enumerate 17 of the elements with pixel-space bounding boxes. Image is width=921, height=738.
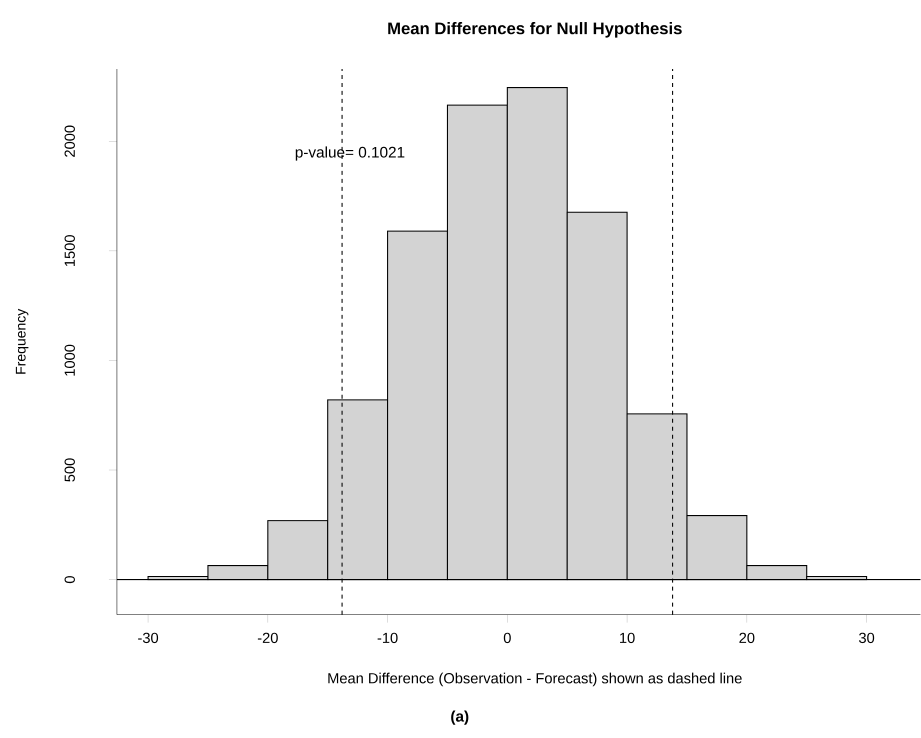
y-tick-label: 1000 <box>64 344 75 376</box>
y-tick-label: 2000 <box>64 126 75 158</box>
x-axis-title: Mean Difference (Observation - Forecast) shown as dashed line <box>328 672 742 687</box>
y-tick-label: 1500 <box>64 235 75 266</box>
x-tick-label: 20 <box>739 632 754 644</box>
chart-title: Mean Differences for Null Hypothesis <box>388 22 682 38</box>
y-tick-label: 0 <box>64 576 75 584</box>
y-tick-label: 500 <box>64 458 75 482</box>
x-tick-label: -20 <box>258 632 278 644</box>
x-tick-label: 30 <box>859 632 874 644</box>
x-tick-label: -10 <box>378 632 398 644</box>
annotation: p-value= 0.1021 <box>296 146 404 161</box>
x-tick-label: 10 <box>620 632 635 644</box>
x-tick-label: 0 <box>504 632 511 644</box>
text: (a) <box>451 710 468 725</box>
y-axis-title: Frequency <box>16 308 28 374</box>
x-tick-label: -30 <box>138 632 158 644</box>
